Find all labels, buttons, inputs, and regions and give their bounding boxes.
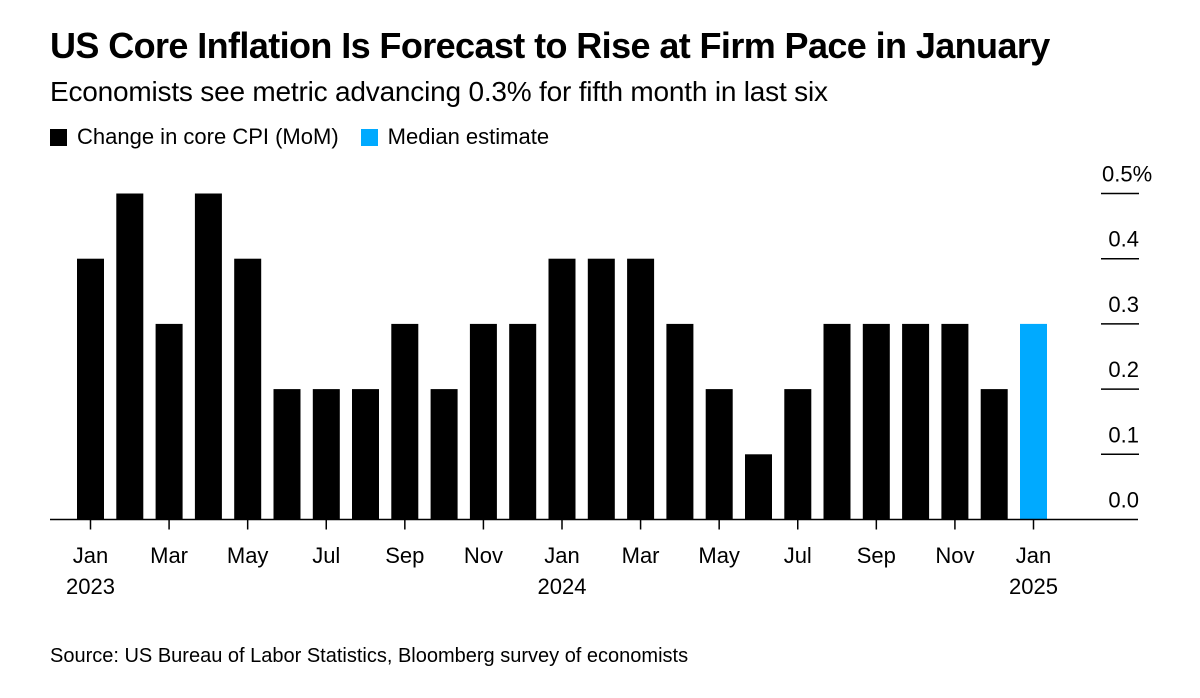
legend-swatch-median-estimate: [360, 128, 378, 146]
bar-core-cpi: [745, 454, 772, 520]
bar-core-cpi: [116, 193, 144, 520]
chart-subtitle: Economists see metric advancing 0.3% for…: [50, 76, 828, 107]
x-tick-label-month: May: [698, 543, 740, 568]
bar-core-cpi: [352, 389, 379, 520]
bar-core-cpi: [312, 389, 340, 520]
legend-label-median-estimate: Median estimate: [387, 124, 550, 149]
legend-swatch-core-cpi: [50, 128, 67, 146]
bar-core-cpi: [823, 323, 851, 520]
x-tick-label-month: Mar: [150, 543, 188, 568]
legend: Change in core CPI (MoM) Median estimate: [50, 124, 571, 150]
legend-item-median-estimate: Median estimate: [360, 124, 550, 150]
bar-core-cpi: [784, 389, 812, 520]
bar-core-cpi: [234, 258, 262, 520]
x-tick-label-month: Jul: [312, 543, 340, 568]
bar-core-cpi: [155, 323, 183, 520]
bar-core-cpi: [862, 323, 890, 520]
bar-core-cpi: [902, 323, 930, 520]
x-tick-label-year: 2024: [538, 574, 587, 599]
bar-core-cpi: [980, 389, 1008, 520]
x-tick-label-month: Nov: [935, 543, 974, 568]
y-axis: 0.0 0.1 0.2 0.3 0.4 0.5%: [1101, 162, 1152, 513]
x-tick-label-month: Jul: [784, 543, 812, 568]
y-tick-label: 0.5%: [1102, 162, 1152, 187]
bar-core-cpi: [509, 323, 537, 520]
legend-item-core-cpi: Change in core CPI (MoM): [50, 124, 339, 150]
bar-median-estimate: [1020, 323, 1047, 520]
bar-core-cpi: [273, 389, 301, 520]
bar-core-cpi: [666, 323, 694, 520]
x-axis-ticks: Jan 2023 Mar May Jul Sep Nov Jan 2024 Mar May Jul Se…: [66, 519, 1058, 599]
y-tick-label: 0.0: [1108, 488, 1139, 513]
x-tick-label-month: Jan: [544, 543, 579, 568]
x-tick-label-month: Mar: [622, 543, 660, 568]
legend-label-core-cpi: Change in core CPI (MoM): [77, 124, 339, 149]
x-tick-label-month: Nov: [464, 543, 503, 568]
bar-core-cpi: [469, 323, 497, 520]
x-tick-label-month: Jan: [1016, 543, 1051, 568]
y-tick-label: 0.3: [1108, 292, 1139, 317]
source-note: Source: US Bureau of Labor Statistics, B…: [50, 645, 689, 667]
y-tick-label: 0.4: [1108, 227, 1139, 252]
bar-core-cpi: [548, 258, 576, 520]
chart-title: US Core Inflation Is Forecast to Rise at…: [50, 25, 1050, 66]
bar-core-cpi: [77, 258, 104, 520]
bar-core-cpi: [194, 193, 222, 520]
bar-core-cpi: [587, 258, 615, 520]
bar-core-cpi: [391, 323, 419, 520]
x-tick-label-month: Sep: [385, 543, 424, 568]
bar-core-cpi: [705, 389, 733, 520]
x-tick-label-month: May: [227, 543, 269, 568]
bar-core-cpi: [430, 389, 458, 520]
x-tick-label-month: Sep: [857, 543, 896, 568]
x-tick-label-month: Jan: [73, 543, 108, 568]
x-tick-label-year: 2025: [1009, 574, 1058, 599]
bar-core-cpi: [941, 323, 969, 520]
y-tick-label: 0.2: [1108, 357, 1139, 382]
bars-group: [77, 193, 1047, 520]
bar-core-cpi: [627, 258, 655, 520]
y-tick-label: 0.1: [1108, 422, 1139, 447]
x-tick-label-year: 2023: [66, 574, 115, 599]
